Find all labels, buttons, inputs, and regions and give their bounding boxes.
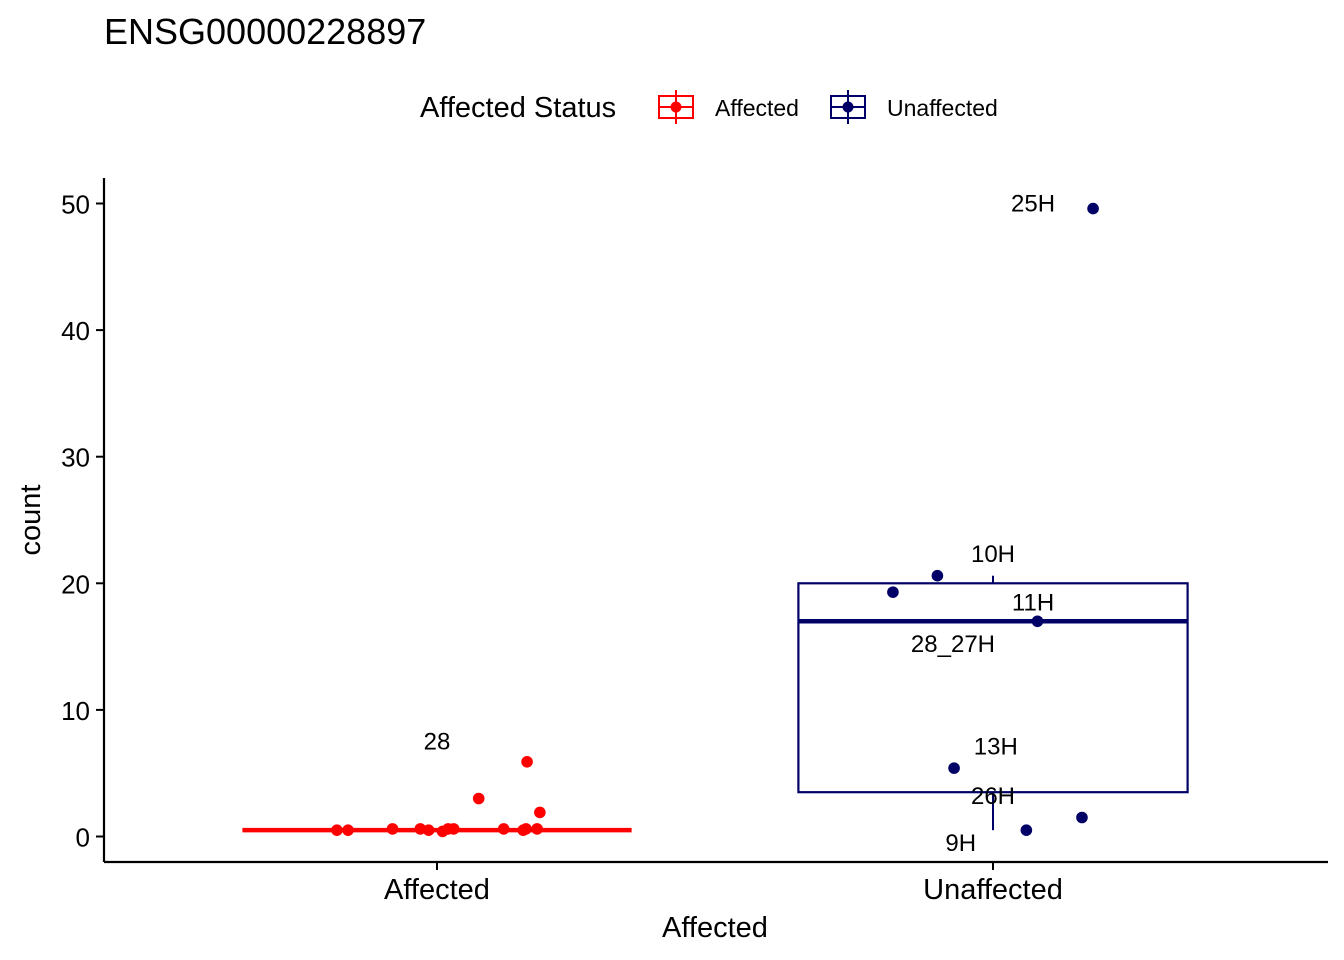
data-point [521, 756, 533, 768]
data-point [342, 824, 354, 836]
point-label: 13H [974, 734, 1018, 761]
x-axis-label: Affected [662, 912, 768, 944]
legend-item-affected: Affected [658, 90, 799, 124]
point-label: 9H [945, 830, 976, 857]
data-point [534, 806, 546, 819]
box [797, 582, 1189, 794]
point-label: 25H [1011, 191, 1055, 218]
axes: 0 10 20 30 40 50 Affected Unaffected [61, 178, 1328, 906]
chart-title: ENSG00000228897 [104, 11, 426, 52]
legend-item-unaffected: Unaffected [830, 90, 998, 124]
point-label: 10H [971, 541, 1015, 568]
legend: Affected Status Affected Unaffected [420, 90, 998, 124]
data-point [1076, 811, 1088, 824]
data-point [386, 823, 399, 835]
y-tick-label: 30 [61, 443, 90, 473]
y-tick-label: 20 [61, 569, 90, 599]
data-point [887, 586, 899, 598]
x-tick-label: Unaffected [923, 874, 1063, 906]
x-tick-label: Affected [384, 874, 490, 906]
data-point [1087, 202, 1099, 215]
legend-key-point [842, 101, 854, 113]
y-tick-label: 0 [76, 823, 90, 853]
point-label: 26H [971, 783, 1015, 810]
y-tick-label: 50 [61, 190, 90, 220]
data-point [1031, 615, 1044, 628]
data-point [497, 823, 510, 835]
data-point [331, 824, 343, 836]
data-point [948, 762, 960, 774]
data-point [422, 824, 435, 836]
legend-title: Affected Status [420, 92, 616, 124]
point-label: 28_27H [911, 631, 995, 658]
y-tick-label: 10 [61, 696, 90, 726]
y-tick-label: 40 [61, 316, 90, 346]
data-point [531, 823, 543, 835]
plot-area: 28 25H 10H 11H 28_27H 13H 26H 9H [242, 191, 1189, 857]
legend-label: Affected [715, 95, 799, 121]
series-unaffected: 25H 10H 11H 28_27H 13H 26H 9H [797, 191, 1189, 857]
data-point [931, 569, 944, 582]
legend-key-point [670, 101, 682, 113]
data-point [1020, 824, 1033, 836]
point-label: 28 [424, 729, 451, 756]
y-axis-label: count [15, 485, 47, 556]
series-affected: 28 [242, 729, 632, 838]
point-label: 11H [1012, 589, 1054, 616]
data-point [520, 823, 532, 835]
legend-label: Unaffected [887, 95, 998, 121]
data-point [447, 823, 460, 835]
data-point [472, 792, 485, 805]
